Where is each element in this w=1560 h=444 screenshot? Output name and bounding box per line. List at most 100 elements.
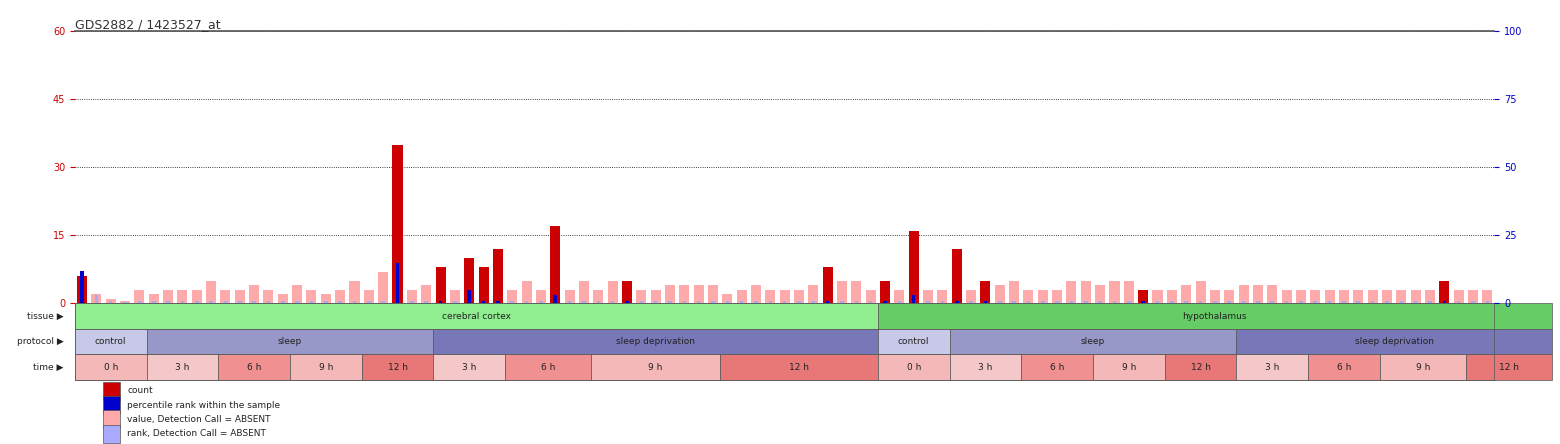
Text: sleep: sleep	[278, 337, 303, 346]
Bar	[1328, 301, 1331, 303]
Bar	[654, 301, 657, 303]
Bar	[339, 301, 342, 303]
Bar	[1299, 301, 1303, 303]
Bar	[120, 301, 129, 303]
Bar	[1198, 301, 1203, 303]
Bar	[1195, 281, 1206, 303]
Bar	[537, 290, 546, 303]
Text: 3 h: 3 h	[978, 363, 992, 372]
Bar	[1023, 290, 1033, 303]
Bar	[310, 301, 314, 303]
Bar	[694, 285, 704, 303]
Text: 9 h: 9 h	[1122, 363, 1136, 372]
Bar	[1440, 281, 1449, 303]
Bar	[607, 281, 618, 303]
Bar	[1396, 290, 1406, 303]
Text: 0 h: 0 h	[103, 363, 119, 372]
Bar	[434, 329, 878, 354]
Text: value, Detection Call = ABSENT: value, Detection Call = ABSENT	[128, 415, 271, 424]
Bar	[651, 290, 660, 303]
Bar	[1084, 301, 1087, 303]
Bar	[1165, 354, 1237, 380]
Bar	[239, 301, 242, 303]
Bar	[1309, 354, 1379, 380]
Bar	[1022, 354, 1094, 380]
Bar	[582, 301, 585, 303]
Bar	[980, 281, 991, 303]
Bar	[878, 303, 1552, 329]
Bar	[353, 301, 356, 303]
Bar	[568, 301, 571, 303]
Bar	[1256, 301, 1259, 303]
Bar	[234, 290, 245, 303]
Bar	[565, 290, 574, 303]
Bar	[825, 301, 830, 303]
Text: 3 h: 3 h	[175, 363, 190, 372]
Bar	[378, 272, 388, 303]
Bar	[855, 301, 858, 303]
Bar	[1228, 301, 1231, 303]
Bar	[1253, 285, 1264, 303]
Bar	[1009, 281, 1019, 303]
Bar	[1156, 301, 1159, 303]
Bar	[966, 290, 977, 303]
Text: tissue ▶: tissue ▶	[27, 312, 64, 321]
Text: 12 h: 12 h	[1499, 363, 1519, 372]
Bar	[1410, 290, 1421, 303]
Bar	[505, 354, 591, 380]
Text: 3 h: 3 h	[462, 363, 476, 372]
Bar	[1267, 285, 1278, 303]
Bar	[76, 276, 87, 303]
Bar	[424, 301, 427, 303]
Bar	[1225, 290, 1234, 303]
Bar	[410, 301, 413, 303]
Bar	[753, 301, 758, 303]
Bar	[794, 290, 803, 303]
Text: protocol ▶: protocol ▶	[17, 337, 64, 346]
Bar	[1026, 301, 1030, 303]
Bar	[1314, 301, 1317, 303]
Text: sleep deprivation: sleep deprivation	[616, 337, 696, 346]
Bar	[250, 285, 259, 303]
Bar	[838, 281, 847, 303]
Bar	[883, 301, 886, 303]
Bar	[1342, 301, 1346, 303]
Bar	[1296, 290, 1306, 303]
Bar	[407, 290, 417, 303]
Bar	[894, 290, 905, 303]
Bar	[909, 231, 919, 303]
Bar	[697, 301, 700, 303]
Bar	[984, 301, 987, 303]
Bar	[507, 290, 518, 303]
Bar	[579, 281, 590, 303]
Bar	[164, 290, 173, 303]
Bar	[1237, 354, 1309, 380]
Bar	[1142, 301, 1145, 303]
Bar	[421, 285, 431, 303]
Bar	[1012, 301, 1016, 303]
Bar	[324, 301, 328, 303]
Bar	[797, 301, 800, 303]
Bar	[852, 281, 861, 303]
Bar	[869, 301, 872, 303]
Bar	[1466, 354, 1552, 380]
Bar	[321, 294, 331, 303]
Bar	[995, 285, 1005, 303]
Bar	[1214, 301, 1217, 303]
Bar	[178, 290, 187, 303]
Bar	[134, 290, 145, 303]
Bar	[103, 424, 120, 443]
Bar	[626, 301, 629, 303]
Bar	[278, 294, 287, 303]
Text: sleep deprivation: sleep deprivation	[1354, 337, 1434, 346]
Bar	[952, 249, 963, 303]
Bar	[524, 301, 529, 303]
Bar	[167, 301, 170, 303]
Bar	[148, 294, 159, 303]
Bar	[711, 301, 714, 303]
Bar	[1153, 290, 1162, 303]
Bar	[950, 354, 1022, 380]
Bar	[123, 302, 126, 303]
Text: rank, Detection Call = ABSENT: rank, Detection Call = ABSENT	[128, 429, 267, 438]
Bar	[1095, 285, 1104, 303]
